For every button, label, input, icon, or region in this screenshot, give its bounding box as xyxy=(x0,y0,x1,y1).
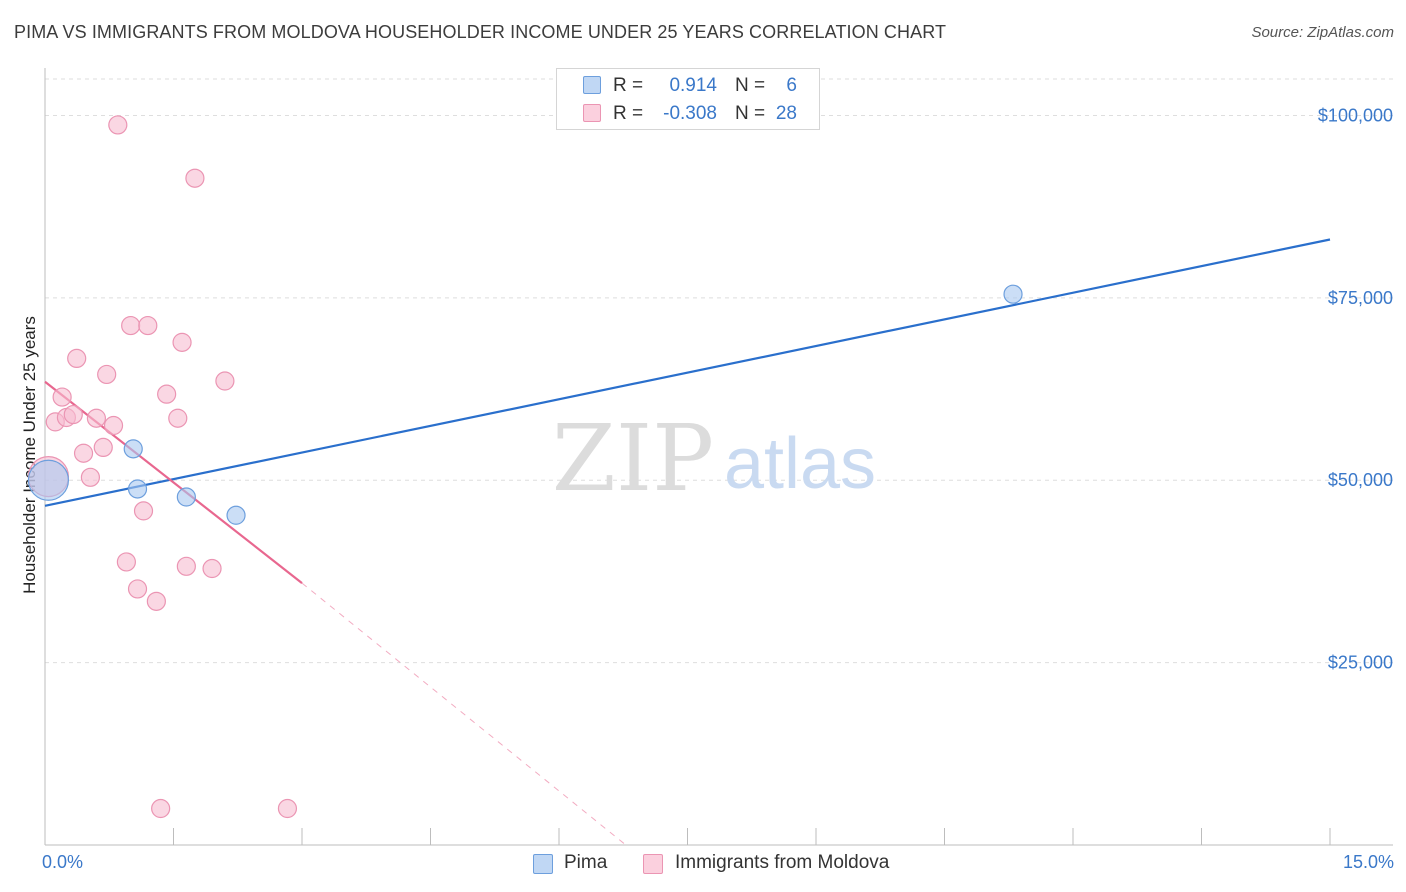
pima-point xyxy=(123,439,143,459)
moldova-point xyxy=(133,501,154,521)
axes xyxy=(44,68,1393,846)
watermark-zip: ZIP xyxy=(552,405,714,512)
pima-point xyxy=(226,505,246,525)
moldova-point xyxy=(151,798,171,819)
moldova-point xyxy=(86,408,107,428)
pima-point xyxy=(127,479,148,499)
moldova-point xyxy=(80,467,101,487)
y-tick-label: $50,000 xyxy=(1328,470,1393,490)
trend-lines xyxy=(44,238,1331,846)
r-label: R = xyxy=(613,75,644,96)
r-label: R = xyxy=(613,103,644,124)
watermark: ZIP atlas xyxy=(552,405,876,512)
moldova-point xyxy=(146,591,166,611)
moldova-point xyxy=(185,168,205,188)
moldova-point xyxy=(202,558,222,579)
moldova-trend-extension xyxy=(301,582,627,846)
moldova-legend-label: Immigrants from Moldova xyxy=(675,852,890,873)
moldova-point xyxy=(67,348,87,369)
source-label: Source: ZipAtlas.com xyxy=(1251,24,1394,41)
moldova-legend-swatch xyxy=(643,854,663,874)
n-value: 6 xyxy=(786,75,797,96)
n-value: 28 xyxy=(775,103,797,124)
pima-point xyxy=(1003,284,1023,304)
moldova-point xyxy=(277,798,298,819)
moldova-point xyxy=(103,415,124,436)
r-value: -0.308 xyxy=(663,103,717,124)
moldova-point xyxy=(63,404,83,425)
pima-swatch xyxy=(583,76,601,94)
pima-point xyxy=(176,487,196,507)
moldova-point xyxy=(108,115,128,135)
moldova-point xyxy=(121,315,141,336)
pima-trend-line xyxy=(44,238,1331,507)
moldova-swatch xyxy=(583,104,601,122)
stats-legend: R = 0.914 N = 6 R = -0.308 N = 28 xyxy=(556,68,820,130)
stats-row-moldova: R = -0.308 N = 28 xyxy=(557,100,819,128)
x-tick-label-min: 0.0% xyxy=(42,852,84,872)
moldova-point xyxy=(116,552,136,572)
moldova-point xyxy=(138,315,158,336)
pima-legend-label: Pima xyxy=(564,852,608,873)
pima-legend-swatch xyxy=(533,854,553,874)
r-value: 0.914 xyxy=(669,75,717,96)
data-points xyxy=(27,115,1023,819)
moldova-point xyxy=(97,364,117,385)
y-tick-label: $100,000 xyxy=(1318,105,1393,125)
x-tick-label-max: 15.0% xyxy=(1342,852,1394,872)
moldova-point xyxy=(52,387,72,407)
moldova-point xyxy=(215,371,235,391)
moldova-point xyxy=(176,556,196,576)
moldova-point xyxy=(93,437,113,458)
moldova-point xyxy=(157,384,177,404)
moldova-point xyxy=(127,579,148,599)
moldova-point xyxy=(168,408,188,428)
y-tick-labels: $25,000 $50,000 $75,000 $100,000 xyxy=(1318,105,1393,672)
gridlines xyxy=(45,78,1393,664)
series-legend: Pima Immigrants from Moldova xyxy=(0,851,1406,877)
n-label: N = xyxy=(735,75,766,96)
pima-point xyxy=(27,459,70,501)
moldova-point xyxy=(172,332,192,352)
watermark-atlas: atlas xyxy=(724,424,876,504)
moldova-point xyxy=(73,443,94,463)
y-tick-label: $25,000 xyxy=(1328,653,1393,673)
y-tick-label: $75,000 xyxy=(1328,288,1393,308)
n-label: N = xyxy=(735,103,766,124)
chart-title: PIMA VS IMMIGRANTS FROM MOLDOVA HOUSEHOL… xyxy=(14,22,947,42)
stats-row-pima: R = 0.914 N = 6 xyxy=(557,72,819,100)
